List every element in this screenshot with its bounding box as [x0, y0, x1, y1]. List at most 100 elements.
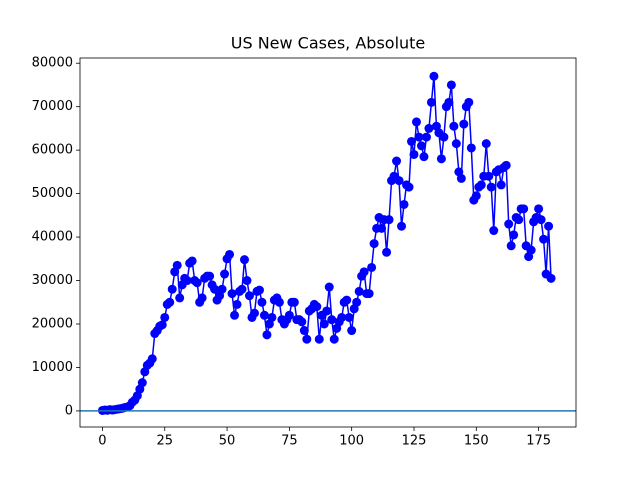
- point: [424, 123, 434, 133]
- point: [411, 117, 421, 127]
- point: [352, 297, 362, 307]
- point: [167, 284, 177, 294]
- y-tick-label: 20000: [32, 316, 73, 331]
- x-tick-label: 75: [281, 434, 298, 449]
- point: [367, 262, 377, 272]
- point: [449, 121, 459, 131]
- point: [546, 273, 556, 283]
- point: [192, 278, 202, 288]
- y-tick-label: 10000: [32, 360, 73, 375]
- point: [476, 180, 486, 190]
- point: [147, 354, 157, 364]
- point: [456, 173, 466, 183]
- x-tick-label: 25: [156, 434, 173, 449]
- x-tick-label: 100: [339, 434, 364, 449]
- point: [257, 297, 267, 307]
- point: [165, 297, 175, 307]
- point: [414, 132, 424, 142]
- point: [187, 256, 197, 266]
- point: [244, 291, 254, 301]
- point: [444, 97, 454, 107]
- point: [314, 334, 324, 344]
- y-tick-label: 30000: [32, 273, 73, 288]
- point: [364, 289, 374, 299]
- point: [404, 182, 414, 192]
- point: [197, 293, 207, 303]
- point: [237, 284, 247, 294]
- point: [536, 215, 546, 225]
- x-tick-label: 175: [526, 434, 551, 449]
- point: [240, 255, 250, 265]
- point: [337, 312, 347, 322]
- point: [484, 171, 494, 181]
- point: [539, 234, 549, 244]
- point: [429, 71, 439, 81]
- point: [232, 299, 242, 309]
- y-tick-label: 50000: [32, 186, 73, 201]
- point: [289, 297, 299, 307]
- point: [157, 320, 167, 330]
- point: [354, 286, 364, 296]
- point: [489, 226, 499, 236]
- point: [225, 249, 235, 259]
- point: [519, 204, 529, 214]
- point: [302, 334, 312, 344]
- point: [446, 80, 456, 90]
- point: [175, 293, 185, 303]
- point: [297, 317, 307, 327]
- point: [426, 97, 436, 107]
- point: [342, 295, 352, 305]
- point: [329, 334, 339, 344]
- point: [312, 302, 322, 312]
- point: [399, 199, 409, 209]
- point: [406, 136, 416, 146]
- point: [254, 285, 264, 295]
- point: [481, 139, 491, 149]
- axes-frame: [79, 57, 577, 428]
- point: [377, 223, 387, 233]
- point: [217, 284, 227, 294]
- x-tick-label: 150: [464, 434, 489, 449]
- point: [347, 326, 357, 336]
- point: [384, 215, 394, 225]
- point: [392, 156, 402, 166]
- y-tick-label: 80000: [32, 56, 73, 71]
- point: [160, 312, 170, 322]
- point: [359, 267, 369, 277]
- point: [436, 154, 446, 164]
- y-tick-label: 40000: [32, 230, 73, 245]
- point: [259, 310, 269, 320]
- y-tick-label: 60000: [32, 143, 73, 158]
- point: [496, 180, 506, 190]
- point: [344, 312, 354, 322]
- point: [319, 319, 329, 329]
- x-tick-label: 125: [402, 434, 427, 449]
- point: [409, 149, 419, 159]
- point: [262, 330, 272, 340]
- point: [182, 276, 192, 286]
- point: [230, 310, 240, 320]
- point: [534, 204, 544, 214]
- point: [299, 326, 309, 336]
- point: [210, 284, 220, 294]
- point: [382, 247, 392, 257]
- point: [419, 152, 429, 162]
- point: [471, 191, 481, 201]
- point: [242, 276, 252, 286]
- point: [439, 132, 449, 142]
- point: [172, 260, 182, 270]
- point: [504, 219, 514, 229]
- point: [509, 230, 519, 240]
- point: [416, 141, 426, 151]
- point: [394, 176, 404, 186]
- point: [514, 215, 524, 225]
- point: [284, 310, 294, 320]
- point: [464, 97, 474, 107]
- point: [451, 139, 461, 149]
- point: [421, 132, 431, 142]
- point: [526, 245, 536, 255]
- point: [459, 119, 469, 129]
- x-tick-label: 50: [219, 434, 236, 449]
